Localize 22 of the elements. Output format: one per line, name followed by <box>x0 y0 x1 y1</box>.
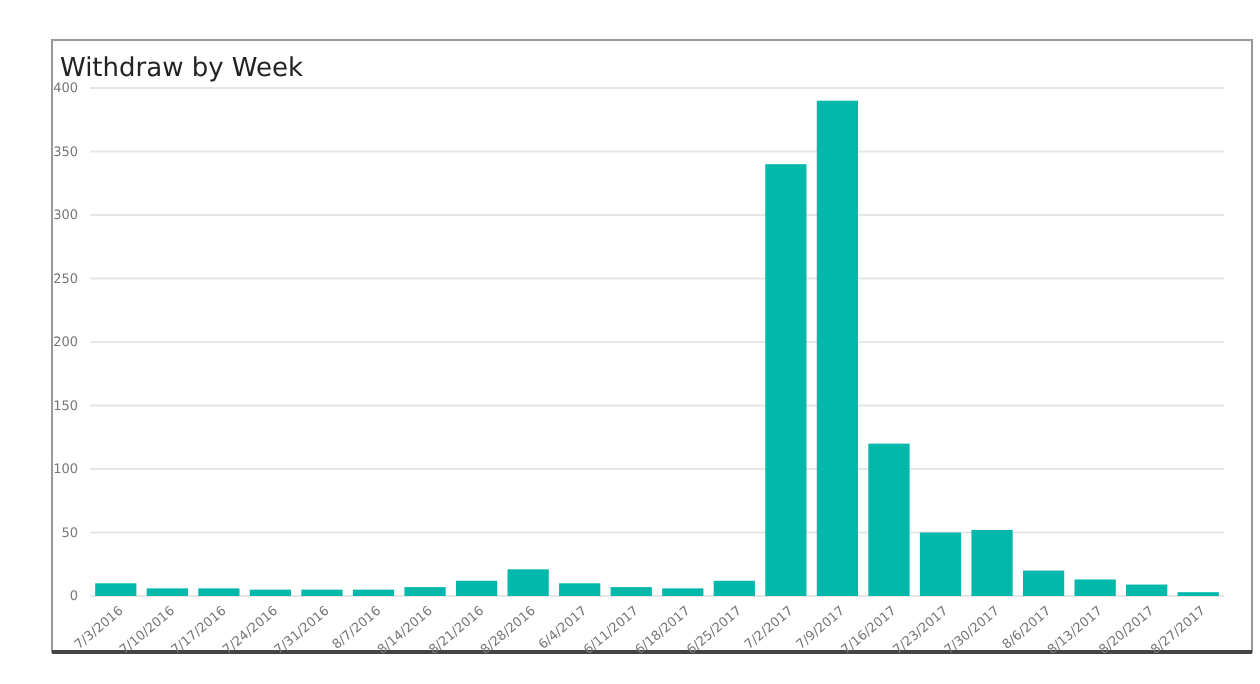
bar <box>971 529 1013 596</box>
bar <box>765 164 807 596</box>
bar <box>146 588 188 596</box>
bar <box>868 443 910 596</box>
bar <box>198 588 240 596</box>
bar <box>249 589 292 596</box>
bar <box>1022 570 1065 596</box>
bar <box>301 589 343 596</box>
bar <box>404 587 446 596</box>
bar <box>919 532 962 596</box>
chart-title: Withdraw by Week <box>60 54 305 84</box>
bar <box>713 580 755 596</box>
bar <box>1126 584 1168 596</box>
bar <box>610 587 652 596</box>
bar <box>559 583 601 596</box>
bar <box>507 569 549 596</box>
bar <box>455 580 498 596</box>
bar <box>816 100 859 596</box>
bar <box>95 583 137 596</box>
bar <box>662 588 704 596</box>
bar <box>352 589 395 596</box>
bar <box>1074 579 1116 596</box>
